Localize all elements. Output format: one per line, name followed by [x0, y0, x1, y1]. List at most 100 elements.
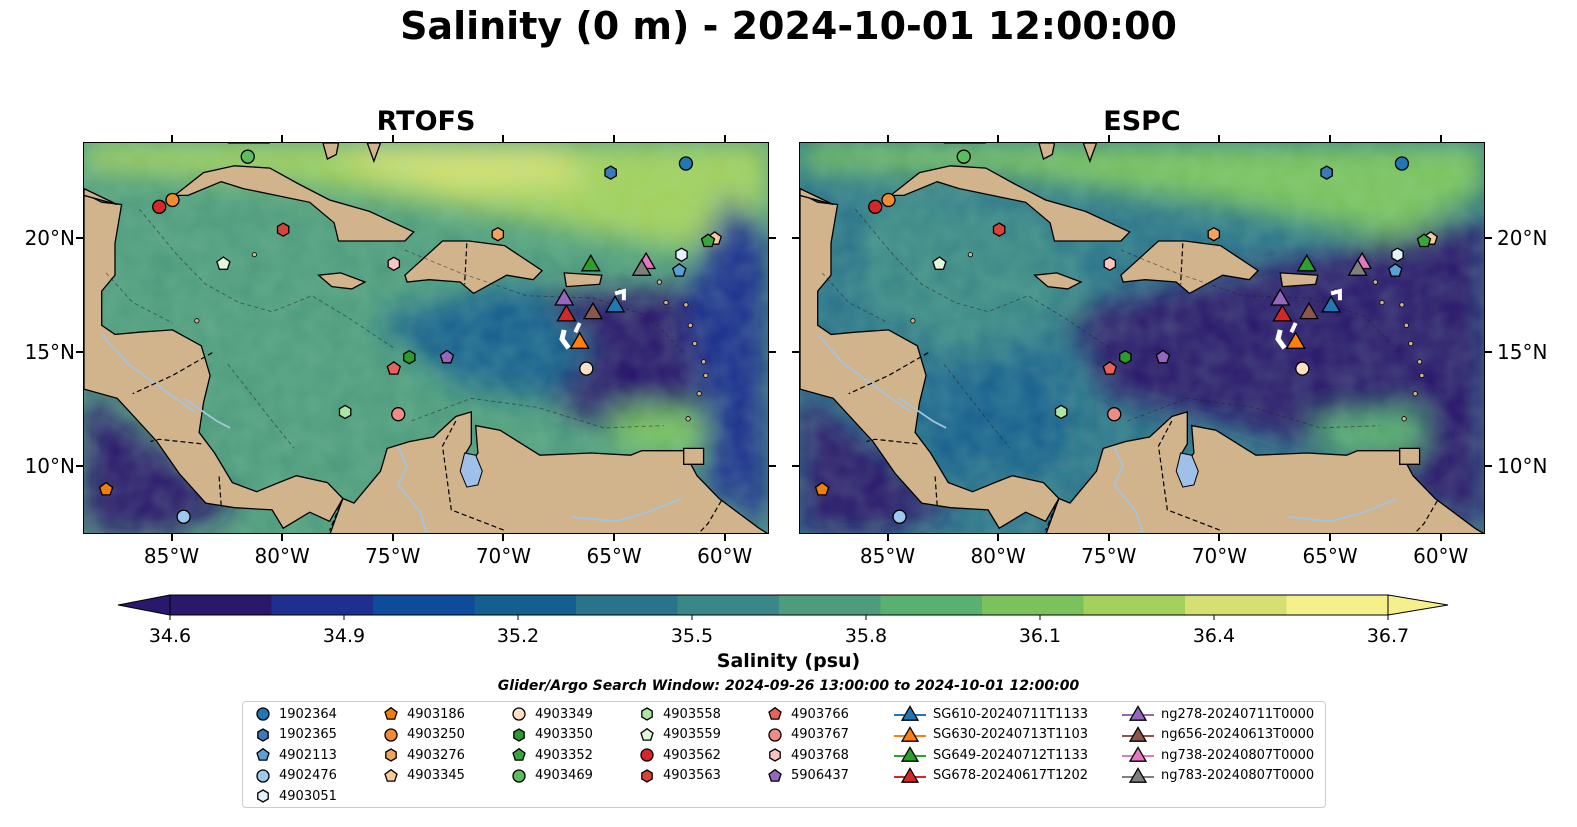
legend-marker-icon — [1122, 725, 1154, 742]
legend-marker-icon — [640, 748, 654, 762]
colorbar-tick-label: 36.7 — [1367, 625, 1409, 647]
colorbar-tick-label: 35.8 — [845, 625, 887, 647]
x-tick-label-rtofs: 80°W — [254, 544, 310, 568]
obs-marker-4903562 — [868, 199, 883, 214]
obs-marker-SG678-20240617T1202 — [1272, 304, 1293, 322]
legend-item: 4903350 — [509, 725, 593, 745]
figure-title: Salinity (0 m) - 2024-10-01 12:00:00 — [400, 4, 1177, 48]
obs-marker-4903349 — [1295, 361, 1310, 376]
legend-label: SG610-20240711T1133 — [933, 706, 1089, 722]
colorbar-label: Salinity (psu) — [716, 650, 861, 672]
obs-marker-4903562 — [152, 199, 167, 214]
tick-mark — [886, 534, 889, 541]
legend-label: 4903559 — [663, 727, 721, 742]
obs-marker-4903559 — [216, 256, 231, 270]
obs-marker-1902364 — [1394, 156, 1410, 171]
tick-mark — [170, 135, 173, 142]
obs-marker-4903276 — [491, 226, 505, 242]
legend-label: 4903563 — [663, 768, 721, 783]
tick-mark — [502, 534, 505, 541]
tick-mark — [502, 135, 505, 142]
legend-item: SG678-20240617T1202 — [893, 766, 1088, 786]
tick-mark — [613, 534, 616, 541]
legend-label: SG649-20240712T1133 — [933, 747, 1089, 763]
legend-label: 4903766 — [791, 706, 849, 722]
legend-marker-icon — [512, 747, 526, 761]
colorbar-tick-label: 35.5 — [671, 625, 713, 647]
legend-marker-icon — [894, 746, 926, 762]
legend-marker-icon — [641, 707, 653, 721]
tick-mark — [1107, 534, 1110, 541]
legend-item: 1902365 — [253, 725, 337, 745]
colorbar-swatch — [373, 595, 475, 615]
tick-mark — [1329, 135, 1332, 142]
legend-label: 1902365 — [279, 727, 337, 742]
legend-item: 4903349 — [509, 704, 593, 724]
colorbar-swatch — [1083, 595, 1186, 615]
obs-marker-SG649-20240712T1133 — [580, 253, 601, 272]
obs-marker-4903276 — [1207, 226, 1221, 242]
tick-mark — [769, 464, 776, 467]
legend-label: ng783-20240807T0000 — [1161, 768, 1315, 783]
x-tick-label-rtofs: 65°W — [586, 544, 642, 568]
legend-item: 4903562 — [637, 745, 721, 765]
obs-marker-4903350 — [1119, 349, 1132, 365]
tick-mark — [170, 534, 173, 541]
x-tick-label-espc: 80°W — [970, 544, 1026, 568]
obs-marker-4903558 — [338, 404, 352, 420]
obs-marker-ng783-20240807T0000 — [631, 258, 652, 276]
tick-mark — [997, 534, 1000, 541]
legend-label: 4903558 — [663, 706, 721, 722]
tick-mark — [1485, 464, 1492, 467]
tick-mark — [76, 350, 83, 353]
legend: 1902364 1902365 4902113 4902476 4903051 49031… — [242, 701, 1326, 808]
legend-marker-icon — [384, 768, 398, 782]
legend-label: SG630-20240713T1103 — [933, 727, 1089, 742]
colorbar-tick-label: 36.4 — [1193, 625, 1235, 647]
y-tick-label-left: 10°N — [24, 453, 75, 478]
x-tick-label-rtofs: 85°W — [143, 544, 200, 568]
tick-mark — [1107, 135, 1110, 142]
legend-item: 4903768 — [765, 745, 849, 765]
legend-label: 4903352 — [535, 747, 593, 763]
legend-marker-icon — [894, 705, 926, 721]
obs-marker-4903768 — [1103, 256, 1117, 272]
legend-item: SG630-20240713T1103 — [893, 725, 1088, 745]
obs-marker-4903051 — [675, 247, 688, 262]
legend-label: 4903349 — [535, 706, 593, 722]
tick-mark — [1218, 534, 1221, 541]
x-tick-label-espc: 85°W — [859, 544, 916, 568]
obs-marker-4903767 — [1107, 407, 1122, 422]
legend-label: SG678-20240617T1202 — [933, 768, 1089, 783]
legend-label: 4903345 — [407, 768, 465, 783]
obs-marker-4903563 — [276, 222, 290, 237]
legend-marker-icon — [256, 768, 270, 783]
x-tick-label-espc: 65°W — [1302, 544, 1358, 568]
legend-label: ng278-20240711T0000 — [1161, 706, 1315, 722]
tick-mark — [76, 236, 83, 239]
legend-marker-icon — [768, 727, 782, 742]
obs-marker-SG630-20240713T1103 — [1285, 331, 1306, 349]
obs-marker-4903352 — [1416, 233, 1432, 248]
legend-item: 1902364 — [253, 704, 337, 724]
obs-marker-SG610-20240711T1133 — [1320, 295, 1342, 313]
search-window-text: Glider/Argo Search Window: 2024-09-26 13… — [497, 678, 1080, 694]
legend-marker-icon — [512, 707, 526, 721]
colorbar: 34.6 34.9 35.2 35.5 35.8 36.1 36.4 36.7 — [117, 594, 1449, 647]
legend-item: 4903345 — [381, 766, 465, 786]
tick-mark — [1485, 350, 1492, 353]
colorbar-swatch — [880, 595, 983, 615]
legend-item: SG610-20240711T1133 — [893, 704, 1088, 724]
obs-marker-4902476 — [176, 509, 191, 524]
colorbar-swatch — [677, 595, 780, 615]
obs-marker-1902365 — [604, 165, 617, 180]
legend-marker-icon — [257, 727, 269, 742]
tick-mark — [792, 236, 799, 239]
legend-item: SG649-20240712T1133 — [893, 745, 1088, 765]
colorbar-swatch — [170, 595, 272, 615]
obs-marker-1902364 — [678, 156, 694, 171]
tick-mark — [792, 464, 799, 467]
legend-label: ng738-20240807T0000 — [1161, 747, 1315, 763]
legend-item: 4903767 — [765, 725, 849, 745]
obs-marker-4903558 — [1054, 404, 1068, 420]
